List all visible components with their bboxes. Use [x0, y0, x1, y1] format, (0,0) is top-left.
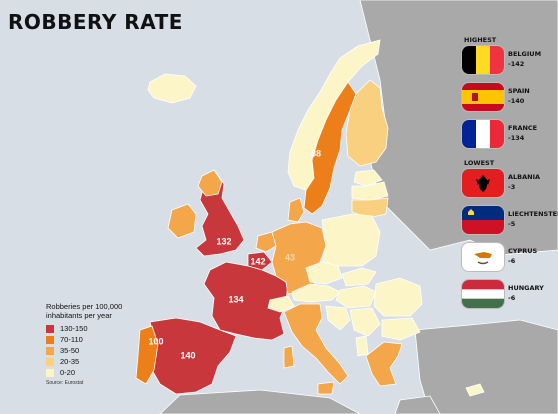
country-value: -6: [508, 294, 516, 302]
country-netherlands: [255, 231, 277, 253]
legend-item: 70-110: [46, 334, 136, 345]
country-value: -134: [508, 134, 525, 142]
country-value: -6: [508, 257, 516, 265]
country-denmark: [287, 197, 305, 223]
country-name: FRANCE: [508, 124, 538, 132]
country-sweden: [303, 81, 357, 215]
country-estonia: [353, 169, 383, 187]
country-ireland: [167, 203, 197, 239]
lowest-heading: LOWEST: [464, 159, 495, 167]
source-note: Source: Eurostat: [46, 380, 84, 386]
sweden-value-label: 88: [311, 148, 321, 158]
map-legend: Robberies per 100,000 inhabitants per ye…: [46, 302, 136, 388]
country-value: -140: [508, 97, 525, 105]
country-romania: [373, 277, 423, 317]
country-italy: [283, 303, 349, 385]
albania-flag-icon: [462, 169, 504, 197]
highest-heading: HIGHEST: [464, 36, 497, 44]
ranking-entry-spain: SPAIN -140: [462, 83, 558, 120]
country-sardinia: [283, 345, 295, 369]
belgium-flag-icon: [462, 46, 504, 74]
legend-item: 35-50: [46, 345, 136, 356]
legend-swatch: [46, 357, 54, 366]
france-flag-icon: [462, 120, 504, 148]
country-uk-north: [197, 169, 223, 197]
legend-swatch: [46, 324, 54, 333]
legend-label: 0-20: [60, 368, 76, 377]
ranking-entry-cyprus: CYPRUS -6: [462, 243, 558, 280]
country-sicily: [317, 381, 335, 395]
country-name: SPAIN: [508, 87, 530, 95]
legend-swatch: [46, 335, 54, 344]
non-data-land: [159, 0, 558, 414]
uk-value-label: 132: [216, 236, 231, 246]
country-france: [203, 261, 289, 341]
country-belgium: [247, 251, 273, 271]
liechtenstein-flag-icon: [462, 206, 504, 234]
portugal-value-label: 100: [148, 336, 163, 346]
country-value: -5: [508, 220, 516, 228]
country-spain: [149, 317, 237, 395]
country-finland: [345, 79, 389, 167]
country-austria: [291, 283, 341, 303]
country-croatia: [325, 305, 351, 331]
legend-item: 0-20: [46, 367, 136, 378]
spain-flag-icon: [462, 83, 504, 111]
country-poland: [321, 213, 381, 267]
country-value: -3: [508, 183, 516, 191]
spain-value-label: 140: [180, 350, 195, 360]
country-greece: [365, 341, 403, 387]
legend-label: 70-110: [60, 335, 83, 344]
legend-label: 20-35: [60, 357, 80, 366]
country-bulgaria: [381, 317, 421, 341]
cyprus-flag-icon: [462, 243, 504, 271]
country-name: BELGIUM: [508, 50, 542, 58]
ranking-entry-liechtenstein: LIECHTENSTEIN -5: [462, 206, 558, 243]
legend-item: 130-150: [46, 323, 136, 334]
country-name: ALBANIA: [508, 173, 541, 181]
country-czechia: [305, 261, 343, 285]
ranking-entry-belgium: BELGIUM -142: [462, 46, 558, 83]
country-name: LIECHTENSTEIN: [508, 210, 558, 218]
germany-value-label: 43: [285, 252, 295, 262]
country-name: CYPRUS: [508, 247, 538, 255]
legend-swatch: [46, 368, 54, 377]
page-title: ROBBERY RATE: [8, 10, 183, 34]
country-albania: [355, 335, 369, 357]
france-value-label: 134: [228, 294, 243, 304]
legend-label: 35-50: [60, 346, 80, 355]
country-lithuania: [351, 197, 389, 219]
ranking-panel: HIGHEST BELGIUM -142 SPAIN -140: [462, 34, 558, 317]
ranking-entry-hungary: HUNGARY -6: [462, 280, 558, 317]
country-slovakia: [341, 267, 377, 287]
country-cyprus: [465, 383, 485, 397]
country-name: HUNGARY: [508, 284, 544, 292]
legend-title: Robberies per 100,000 inhabitants per ye…: [46, 302, 123, 320]
ranking-entry-france: FRANCE -134: [462, 120, 558, 157]
legend-item: 20-35: [46, 356, 136, 367]
country-switzerland: [267, 295, 295, 313]
legend-swatch: [46, 346, 54, 355]
belgium-value-label: 142: [250, 256, 265, 266]
ranking-entry-albania: ALBANIA -3: [462, 169, 558, 206]
country-portugal: [135, 325, 159, 385]
country-hungary: [335, 285, 377, 309]
country-iceland: [147, 73, 197, 104]
country-value: -142: [508, 60, 525, 68]
hungary-flag-icon: [462, 280, 504, 308]
country-serbia: [349, 307, 381, 337]
country-latvia: [351, 181, 389, 201]
legend-label: 130-150: [60, 324, 88, 333]
